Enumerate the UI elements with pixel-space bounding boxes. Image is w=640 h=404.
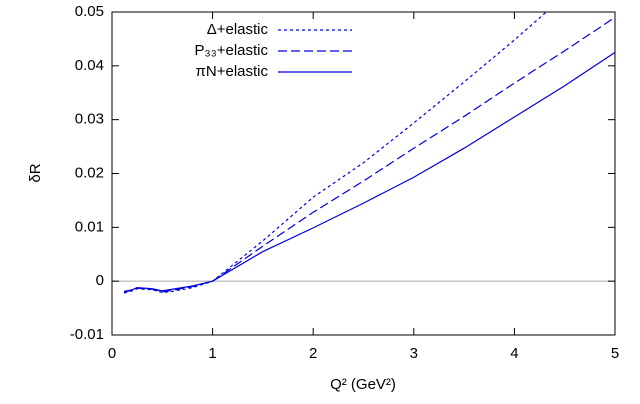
y-tick-label: 0.05	[75, 3, 104, 20]
series-line	[123, 51, 615, 292]
legend-label: πN+elastic	[196, 63, 269, 80]
y-axis-label: δR	[27, 163, 44, 182]
x-tick-label: 4	[510, 345, 518, 362]
y-tick-label: 0.04	[75, 57, 104, 74]
legend-label: Δ+elastic	[207, 21, 269, 38]
y-tick-label: 0.01	[75, 218, 104, 235]
x-axis-label: Q² (GeV²)	[330, 376, 396, 393]
y-tick-label: 0	[96, 272, 104, 289]
y-tick-label: 0.03	[75, 111, 104, 128]
x-tick-label: 2	[309, 345, 317, 362]
y-tick-label: 0.02	[75, 164, 104, 181]
y-tick-label: -0.01	[70, 326, 104, 343]
x-tick-label: 5	[611, 345, 619, 362]
x-tick-label: 0	[108, 345, 116, 362]
x-tick-label: 3	[410, 345, 418, 362]
plot-frame	[111, 11, 616, 336]
legend-label: P₃₃+elastic	[195, 42, 269, 59]
x-tick-label: 1	[208, 345, 216, 362]
series-line	[123, 12, 548, 294]
